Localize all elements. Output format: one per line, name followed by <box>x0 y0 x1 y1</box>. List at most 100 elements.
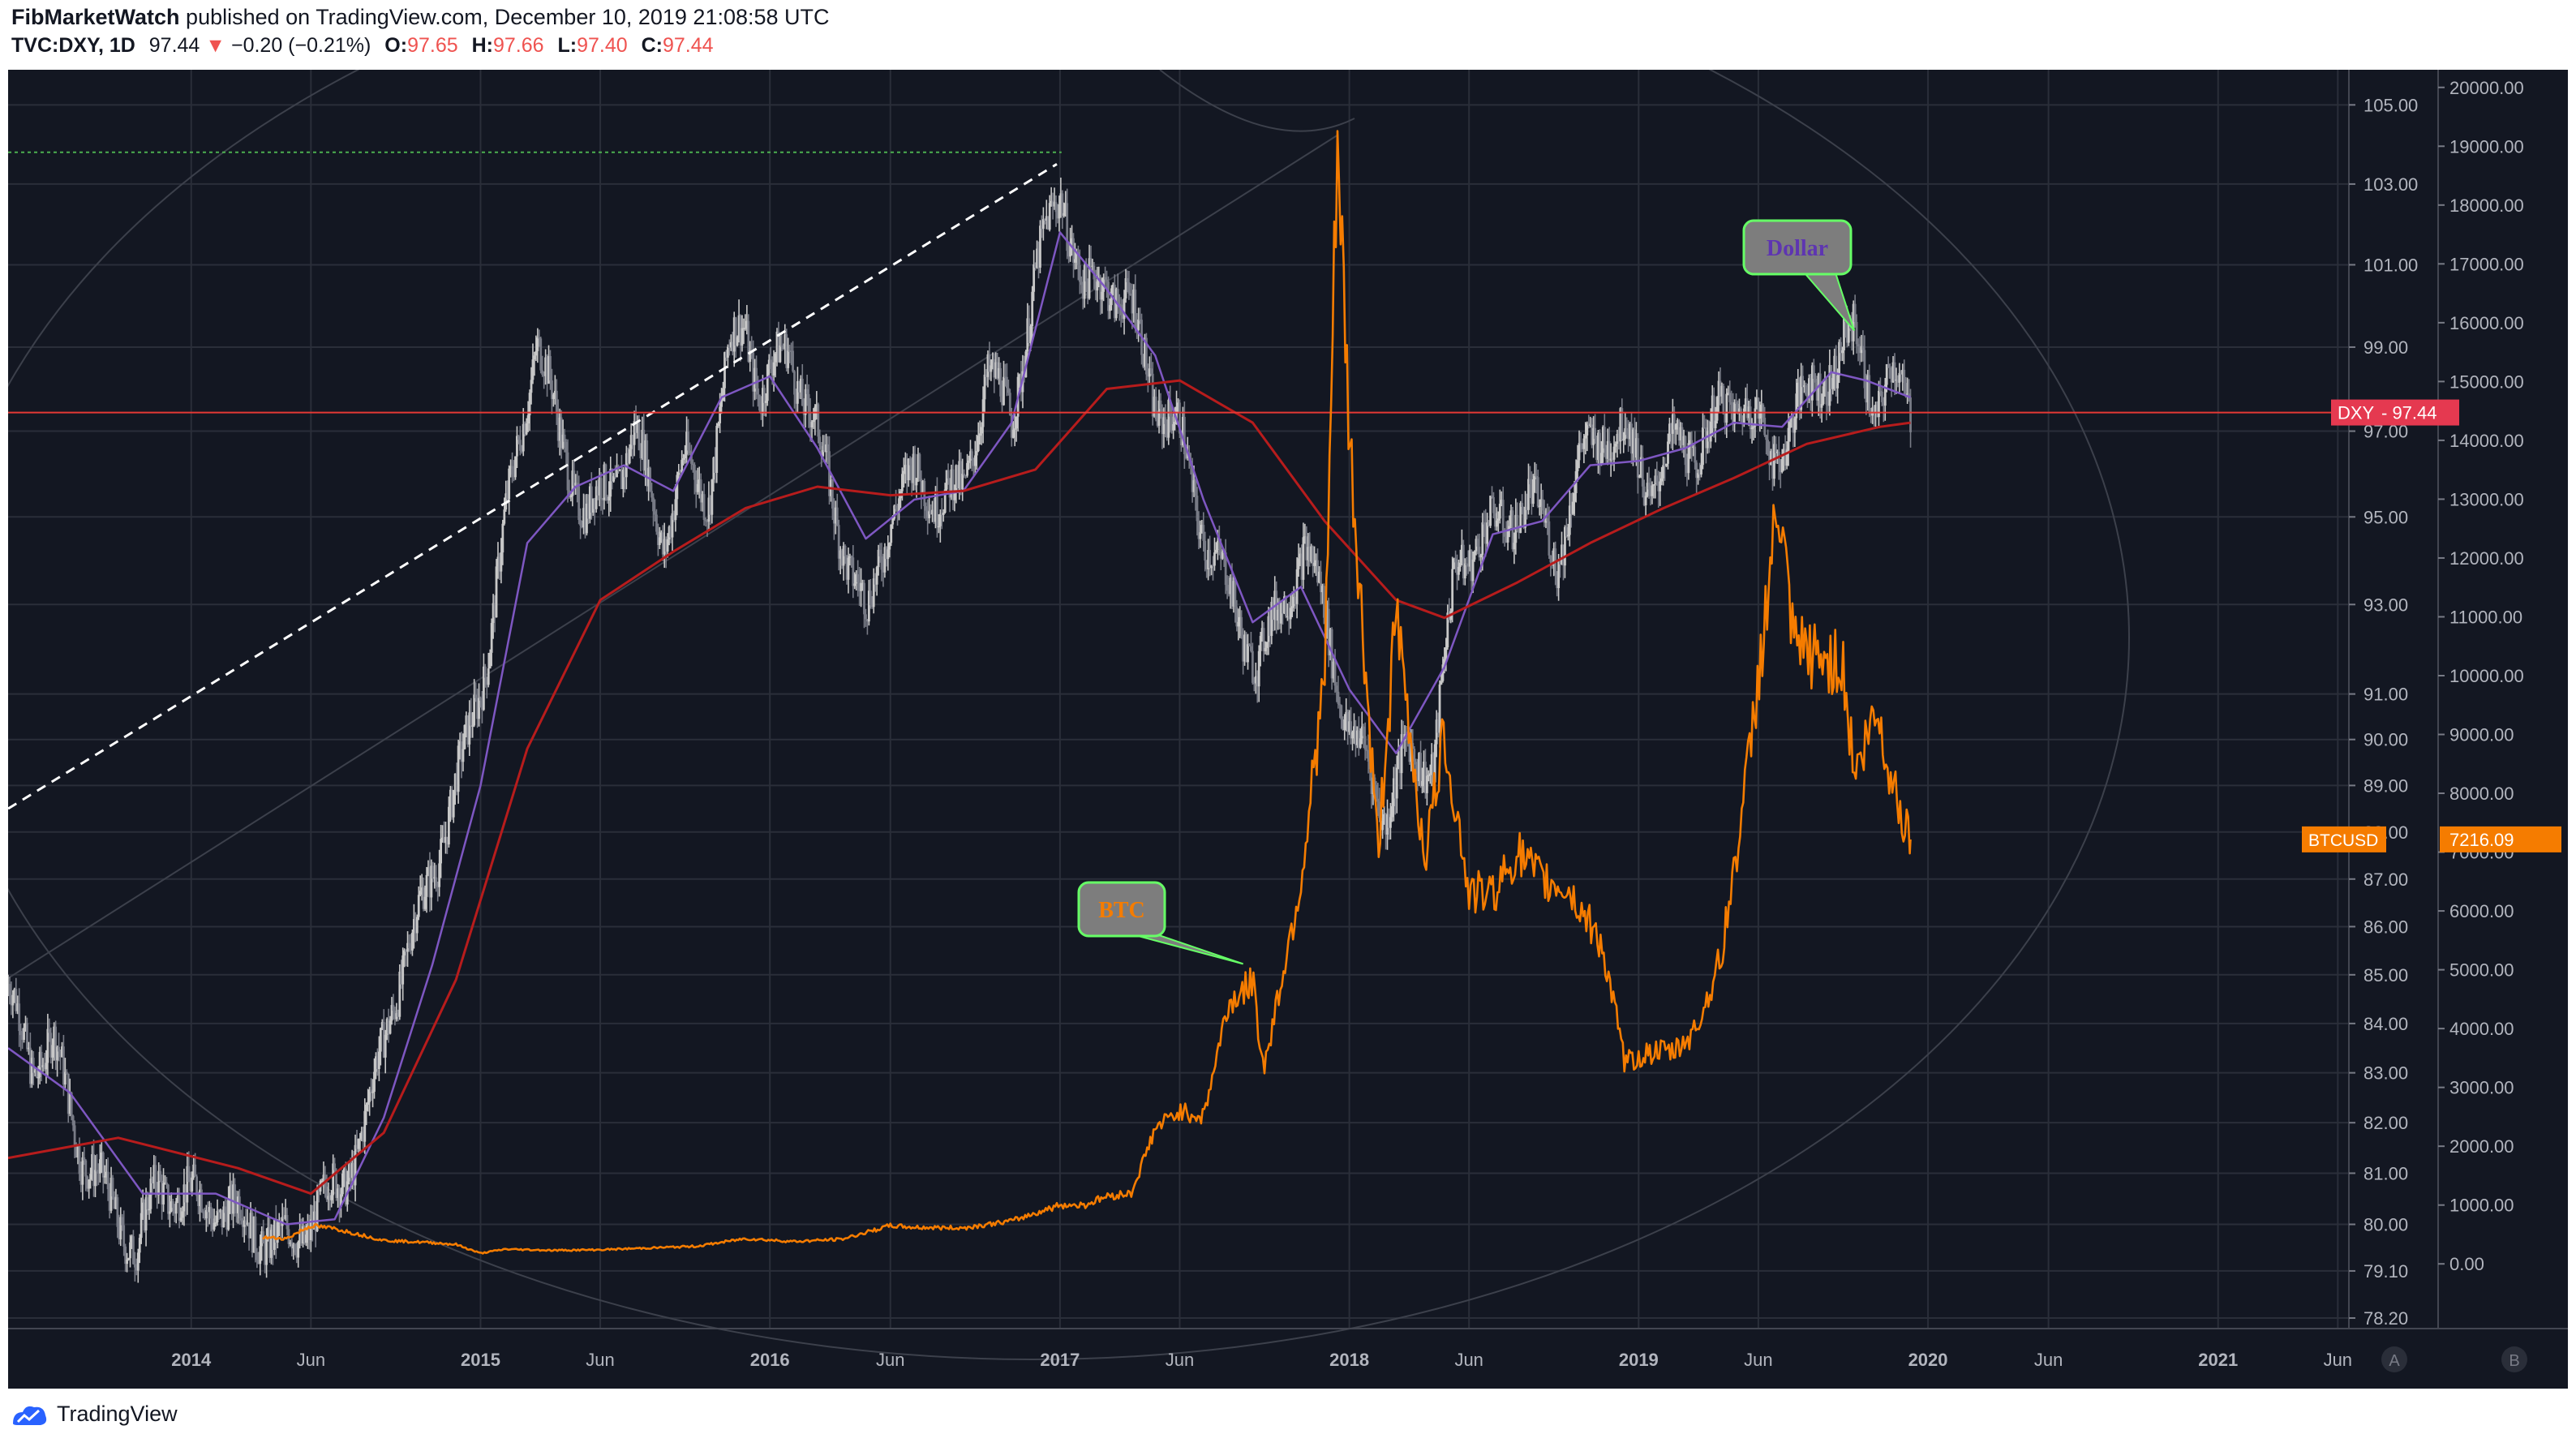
dxy-candle-body <box>531 359 535 380</box>
dxy-candle-body <box>1292 596 1295 607</box>
dxy-candle-body <box>961 474 964 490</box>
dxy-candle-body <box>1775 451 1779 453</box>
dxy-axis-label: 78.20 <box>2363 1308 2408 1329</box>
dxy-candle-body <box>1234 581 1237 608</box>
dxy-candle-body <box>1303 536 1307 538</box>
dxy-candle-body <box>1408 740 1411 762</box>
dxy-candle-body <box>1692 446 1695 449</box>
dxy-candle-body <box>1066 203 1069 251</box>
dxy-candle-body <box>96 1170 98 1172</box>
dxy-candle-body <box>1427 775 1430 776</box>
dxy-candle-body <box>634 421 638 433</box>
dxy-candle-body <box>1742 408 1745 424</box>
dxy-candle-body <box>1478 546 1481 558</box>
dxy-candle-body <box>1373 777 1376 785</box>
dxy-candle-body <box>94 1170 97 1187</box>
dxy-candle-body <box>758 394 761 410</box>
dxy-candle-body <box>1516 514 1519 531</box>
dxy-candle-body <box>113 1196 116 1209</box>
dxy-candle-body <box>1433 744 1436 783</box>
dxy-candle-body <box>1828 365 1831 406</box>
dxy-candle-body <box>926 510 930 518</box>
dxy-candle-body <box>877 549 880 568</box>
dxy-candle-body <box>1825 378 1828 405</box>
dxy-candle-body <box>1127 281 1131 294</box>
dxy-candle-body <box>576 483 579 487</box>
dxy-candle-body <box>1589 424 1592 426</box>
dxy-candle-body <box>1148 368 1151 377</box>
dxy-candle-body <box>1262 628 1265 651</box>
dxy-candle-body <box>680 459 684 473</box>
dxy-candle-body <box>195 1176 199 1196</box>
dxy-candle-body <box>1873 407 1875 413</box>
chart-canvas[interactable]: DollarBTC105.00103.00101.0099.0097.0095.… <box>8 70 2568 1389</box>
dxy-candle-body <box>1217 540 1221 550</box>
dxy-candle-body <box>200 1189 203 1212</box>
dxy-candle-body <box>619 470 621 471</box>
dxy-candle-body <box>888 543 891 550</box>
dxy-candle-body <box>1546 518 1549 522</box>
dxy-candle-body <box>891 518 895 525</box>
dxy-candle-body <box>1329 629 1332 655</box>
dxy-candle-body <box>973 455 977 466</box>
dxy-candle-body <box>1466 565 1470 567</box>
dxy-candle-body <box>1906 393 1909 397</box>
dxy-candle-body <box>1787 427 1790 451</box>
scale-button-a[interactable]: A <box>2381 1346 2407 1372</box>
dxy-candle-body <box>498 556 501 572</box>
dxy-candle-body <box>1767 440 1770 456</box>
dxy-candle-body <box>623 470 626 478</box>
dxy-candle-body <box>1031 291 1034 327</box>
dxy-candle-body <box>1568 505 1571 535</box>
footer-brand[interactable]: TradingView <box>57 1402 178 1426</box>
dxy-candle-body <box>89 1174 92 1180</box>
dxy-candle-body <box>744 328 747 329</box>
dxy-candle-body <box>171 1201 174 1209</box>
dxy-candle-body <box>367 1101 370 1105</box>
dxy-candle-body <box>73 1125 76 1145</box>
dxy-candle-body <box>874 578 877 585</box>
dxy-candle-body <box>1853 303 1857 322</box>
dxy-candle-body <box>478 698 480 719</box>
symbol-label[interactable]: TVC:DXY, 1D <box>11 34 135 57</box>
dxy-candle-body <box>536 337 539 351</box>
dxy-candle-body <box>644 440 647 471</box>
dxy-candles <box>8 177 1912 1283</box>
dxy-candle-body <box>1601 427 1604 453</box>
dxy-candle-body <box>809 412 812 427</box>
dxy-candle-body <box>1599 453 1603 464</box>
dxy-candle-body <box>1463 563 1466 579</box>
dxy-candle-body <box>337 1188 339 1198</box>
dxy-candle-body <box>1287 616 1290 620</box>
dxy-candle-body <box>561 434 565 449</box>
tradingview-logo-icon[interactable] <box>11 1402 49 1427</box>
dxy-candle-body <box>1126 277 1129 282</box>
dxy-candle-body <box>1002 376 1005 406</box>
high-label: H: <box>471 34 493 57</box>
dxy-candle-body <box>1717 380 1720 397</box>
dxy-candle-body <box>810 422 814 427</box>
dxy-candle-body <box>920 479 923 494</box>
dxy-candle-body <box>23 1028 25 1041</box>
dxy-candle-body <box>1798 382 1801 410</box>
dxy-candle-body <box>443 837 445 844</box>
dxy-candle-body <box>1386 814 1389 835</box>
dxy-candle-body <box>463 724 466 749</box>
dxy-candle-body <box>1454 558 1457 563</box>
dxy-candle-body <box>861 582 864 585</box>
dxy-candle-body <box>203 1213 206 1219</box>
dxy-candle-body <box>455 773 458 792</box>
dxy-candle-body <box>1571 501 1574 514</box>
dxy-candle-body <box>1460 544 1463 563</box>
dxy-candle-body <box>325 1186 328 1200</box>
dxy-candle-body <box>1322 586 1325 618</box>
dxy-candle-body <box>276 1222 279 1243</box>
dxy-candle-body <box>483 666 487 678</box>
scale-button-b[interactable]: B <box>2501 1346 2527 1372</box>
dxy-candle-body <box>1702 427 1704 466</box>
dxy-candle-body <box>1083 265 1086 299</box>
author-name[interactable]: FibMarketWatch <box>11 5 180 29</box>
dxy-candle-body <box>732 317 736 352</box>
dxy-candle-body <box>1533 476 1536 479</box>
btc-axis-label: 5000.00 <box>2449 960 2514 981</box>
